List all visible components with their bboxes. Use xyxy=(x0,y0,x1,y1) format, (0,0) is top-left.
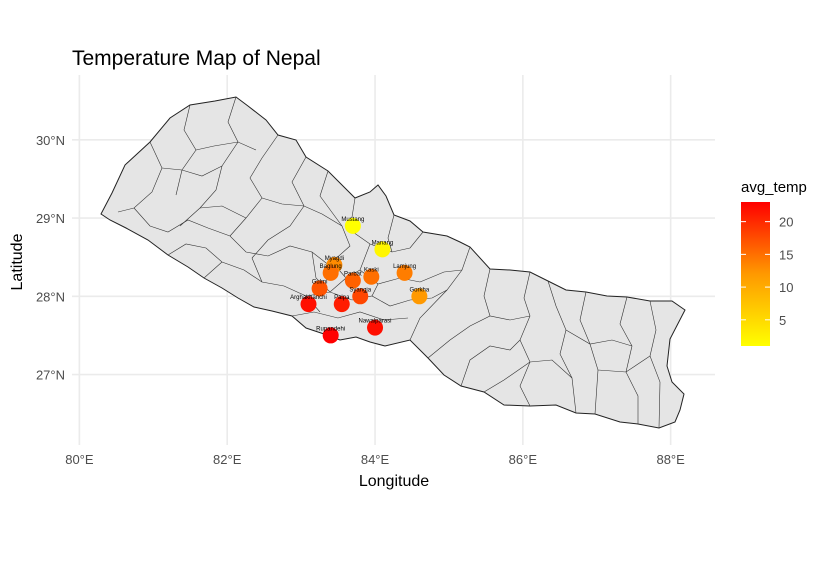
district-boundaries xyxy=(117,96,661,429)
y-tick-label: 30°N xyxy=(36,133,65,148)
point-label: Nawalparasi xyxy=(359,319,392,325)
y-tick-label: 27°N xyxy=(36,368,65,383)
x-tick-label: 80°E xyxy=(65,452,94,467)
legend-title: avg_temp xyxy=(741,179,807,196)
point-label: Syangja xyxy=(349,287,371,293)
legend-tick-label: 5 xyxy=(779,313,786,328)
point-label: Parbat xyxy=(344,272,362,278)
legend-tick-label: 10 xyxy=(779,280,793,295)
y-axis-title: Latitude xyxy=(9,233,26,290)
x-tick-label: 88°E xyxy=(656,452,685,467)
temperature-point xyxy=(322,327,339,344)
temperature-point xyxy=(322,264,339,281)
x-axis-ticks: 80°E 82°E 84°E 86°E 88°E xyxy=(65,452,685,467)
point-label: Manang xyxy=(372,240,394,246)
point-label: Gulmi xyxy=(312,279,328,285)
y-tick-label: 28°N xyxy=(36,289,65,304)
point-label: Arghakhanchi xyxy=(290,295,327,301)
temperature-point xyxy=(411,288,428,305)
point-label: Palpa xyxy=(334,295,350,301)
nepal-map xyxy=(100,96,686,429)
legend-tick-label: 15 xyxy=(779,247,793,262)
point-label: Lamjung xyxy=(393,264,416,270)
y-tick-label: 29°N xyxy=(36,211,65,226)
nepal-outline xyxy=(100,96,686,429)
legend-ticks: 5 10 15 20 xyxy=(741,215,793,328)
temperature-point xyxy=(311,280,328,297)
legend-colorbar xyxy=(741,202,770,346)
point-label: Gorkha xyxy=(410,287,430,293)
x-tick-label: 86°E xyxy=(509,452,538,467)
legend-tick-label: 20 xyxy=(779,215,793,230)
temperature-points: Mustang Manang Myagdi Baglung Lamjung ParbatK… xyxy=(290,217,430,344)
point-label: Myagdi xyxy=(325,256,344,262)
temperature-point xyxy=(396,264,413,281)
temperature-point xyxy=(352,288,369,305)
y-axis-ticks: 27°N 28°N 29°N 30°N xyxy=(36,133,65,383)
chart-title: Temperature Map of Nepal xyxy=(72,47,321,70)
point-label: Mustang xyxy=(341,217,364,223)
temperature-point xyxy=(333,296,350,313)
point-label: Kaski xyxy=(364,268,379,274)
x-axis-title: Longitude xyxy=(359,473,429,490)
temperature-point xyxy=(374,241,391,258)
point-label: Baglung xyxy=(320,264,342,270)
temperature-point xyxy=(300,296,317,313)
color-legend: avg_temp 5 10 15 20 xyxy=(741,179,807,346)
x-tick-label: 84°E xyxy=(361,452,390,467)
temperature-point xyxy=(344,272,361,289)
temperature-point xyxy=(363,268,380,285)
point-label: Rupandehi xyxy=(316,326,345,332)
temperature-point xyxy=(344,217,361,234)
x-tick-label: 82°E xyxy=(213,452,242,467)
temperature-point xyxy=(367,319,384,336)
